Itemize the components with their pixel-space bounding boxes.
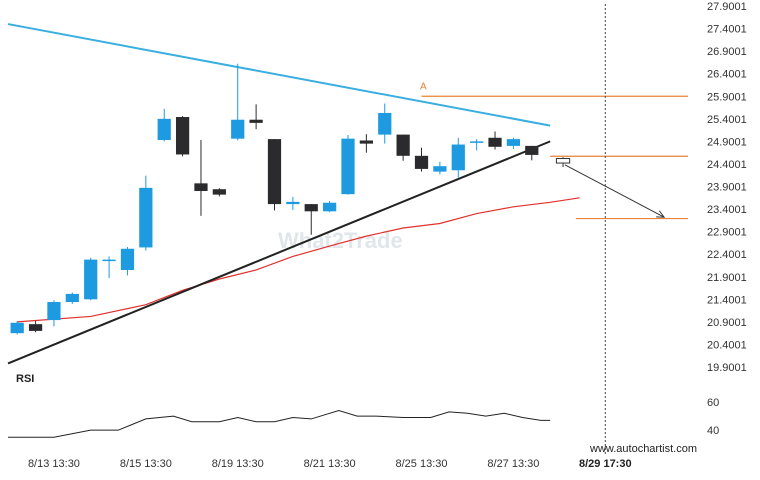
bullish-candle — [139, 187, 153, 248]
candles — [10, 63, 539, 335]
y-tick-label: 25.4001 — [707, 114, 747, 126]
bullish-candle — [433, 166, 447, 172]
projection-candle — [555, 158, 571, 164]
y-tick-label: 20.4001 — [707, 339, 747, 351]
bullish-candle — [102, 259, 116, 262]
bullish-candle — [157, 118, 171, 141]
projection-arrow-head — [656, 210, 666, 218]
y-tick-label: 25.9001 — [707, 91, 747, 103]
rsi-tick-label: 60 — [707, 397, 719, 409]
bearish-candle — [304, 204, 318, 212]
bullish-candle — [47, 302, 61, 321]
y-tick-label: 21.9001 — [707, 272, 747, 284]
rsi-label: RSI — [16, 373, 34, 385]
bearish-candle — [28, 324, 43, 331]
bearish-candle — [525, 145, 539, 155]
y-tick-label: 22.4001 — [707, 249, 747, 261]
resistance-trendline — [7, 23, 551, 127]
bullish-candle — [286, 201, 300, 205]
bearish-candle — [249, 119, 263, 123]
bearish-candle — [212, 189, 226, 195]
bearish-candle — [396, 134, 410, 156]
x-axis: 8/13 13:30 8/15 13:30 8/19 13:30 8/21 13:30… — [28, 458, 632, 470]
bullish-candle — [120, 248, 135, 270]
bearish-candle — [359, 140, 373, 144]
x-tick-label: 8/15 13:30 — [120, 458, 172, 470]
y-tick-label: 26.4001 — [707, 69, 747, 81]
bullish-candle — [84, 259, 98, 300]
bearish-candle — [194, 183, 208, 192]
bearish-candle — [267, 139, 282, 205]
y-tick-label: 24.4001 — [707, 159, 747, 171]
x-tick-label: 8/25 13:30 — [396, 458, 448, 470]
support-trendline — [7, 140, 551, 365]
y-tick-label: 26.9001 — [707, 46, 747, 58]
y-tick-label: 27.9001 — [707, 1, 747, 13]
pattern-point-label: A — [420, 81, 427, 92]
moving-average — [17, 197, 580, 323]
trendlines — [7, 23, 551, 365]
projection — [555, 157, 666, 218]
bullish-candle — [506, 139, 521, 146]
y-tick-label: 22.9001 — [707, 227, 747, 239]
bearish-candle — [175, 117, 190, 155]
bearish-candle — [488, 137, 502, 147]
y-tick-label: 27.4001 — [707, 24, 747, 36]
bullish-candle — [451, 144, 465, 171]
y-axis: 27.9001 27.4001 26.9001 26.4001 25.9001 25.40… — [707, 1, 747, 374]
bullish-candle — [470, 141, 484, 143]
x-tick-label: 8/27 13:30 — [487, 458, 539, 470]
bullish-candle — [323, 202, 337, 212]
bullish-candle — [341, 138, 355, 195]
y-tick-label: 21.4001 — [707, 294, 747, 306]
x-tick-label: 8/13 13:30 — [28, 458, 80, 470]
pattern-levels: A — [420, 81, 688, 220]
rsi-line — [8, 409, 551, 438]
moving-average-line — [17, 197, 580, 323]
y-tick-label: 23.4001 — [707, 204, 747, 216]
y-tick-label: 19.9001 — [707, 362, 747, 374]
y-tick-label: 23.9001 — [707, 182, 747, 194]
x-tick-label: 8/29 17:30 — [579, 458, 632, 470]
bullish-candle — [231, 119, 245, 139]
bullish-candle — [378, 112, 392, 135]
rsi-tick-label: 40 — [707, 425, 719, 437]
footer-url[interactable]: www.autochartist.com — [589, 443, 697, 455]
bullish-candle — [65, 293, 79, 303]
x-tick-label: 8/19 13:30 — [212, 458, 264, 470]
x-tick-label: 8/21 13:30 — [304, 458, 356, 470]
projection-arrow — [564, 164, 665, 218]
bearish-candle — [414, 155, 429, 169]
y-tick-label: 20.9001 — [707, 317, 747, 329]
bullish-candle — [10, 322, 24, 334]
rsi-panel: RSI 60 40 — [8, 373, 719, 438]
y-tick-label: 24.9001 — [707, 136, 747, 148]
